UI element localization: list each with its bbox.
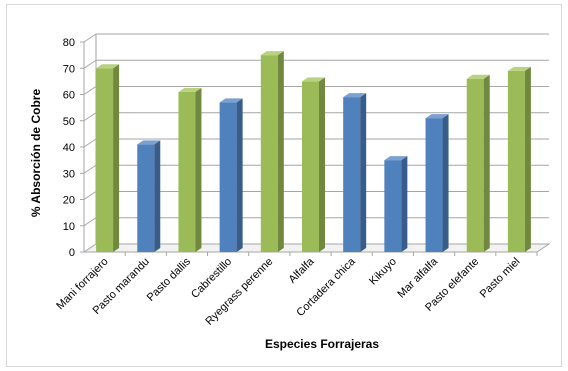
bar	[343, 93, 367, 252]
bar-front	[178, 91, 196, 252]
bar	[507, 66, 531, 252]
bar-side	[360, 93, 367, 252]
y-axis-title: % Absorción de Cobre	[29, 89, 43, 218]
bar-top	[96, 64, 120, 69]
bar-side	[524, 66, 531, 252]
bar-top	[219, 98, 243, 103]
bars	[96, 51, 531, 252]
bar	[260, 51, 284, 252]
bar-top	[384, 156, 408, 161]
bar-front	[507, 70, 525, 252]
y-tick-label: 80	[63, 37, 75, 49]
x-tick-label: Pasto dallis	[145, 255, 194, 304]
bar-side	[483, 74, 490, 252]
bar-top	[178, 87, 202, 92]
gridline-diag	[83, 112, 97, 122]
bar	[466, 74, 490, 252]
bar-front	[302, 81, 319, 252]
y-tick-label: 50	[63, 116, 75, 128]
y-tick-label: 70	[63, 63, 75, 75]
bar-front	[343, 97, 361, 252]
bar-top	[466, 74, 490, 79]
y-tick-labels: 0 10 20 30 40 50 60 70 80	[63, 37, 75, 259]
x-axis-title: Especies Forrajeras	[265, 337, 379, 351]
bar	[219, 98, 243, 252]
bar-side	[236, 98, 243, 252]
y-tick-label: 20	[63, 195, 75, 207]
bar-side	[113, 64, 120, 252]
bar	[302, 77, 325, 252]
bar-side	[195, 87, 202, 252]
gridline-diag	[83, 138, 97, 148]
y-tick-label: 0	[69, 247, 75, 259]
bar-side	[154, 140, 161, 252]
y-tick-label: 60	[63, 90, 75, 102]
x-tick-label: Kikuyo	[367, 256, 399, 288]
gridline-diag	[83, 164, 97, 174]
bar-top	[343, 93, 367, 98]
bar	[137, 140, 161, 252]
bar-top	[137, 140, 161, 145]
bar	[96, 64, 120, 252]
x-tick-label: Alfalfa	[287, 255, 318, 286]
bar-side	[442, 114, 449, 252]
bar-top	[302, 77, 325, 82]
bar-front	[96, 68, 114, 252]
x-tick-label: Pasto miel	[478, 256, 523, 301]
gridline-diag	[83, 86, 97, 95]
bar-front	[466, 78, 484, 252]
y-tick-label: 30	[63, 168, 75, 180]
gridline-diag	[83, 191, 97, 200]
bar-top	[260, 51, 284, 56]
bar	[384, 156, 408, 252]
gridline-diag	[83, 33, 97, 43]
bar-front	[137, 144, 155, 252]
bar	[425, 114, 449, 252]
gridline-diag	[83, 59, 97, 69]
bar-top	[507, 66, 531, 71]
bar-side	[277, 51, 284, 252]
bar-side	[319, 77, 325, 252]
bar	[178, 87, 202, 252]
bar-top	[425, 114, 449, 119]
gridline-diag	[83, 217, 97, 227]
bar-front	[260, 55, 278, 252]
bar-side	[401, 156, 408, 252]
bar-front	[425, 118, 443, 252]
bar-front	[219, 102, 237, 252]
y-tick-label: 10	[63, 221, 75, 233]
y-tick-label: 40	[63, 142, 75, 154]
bar-front	[384, 160, 402, 252]
